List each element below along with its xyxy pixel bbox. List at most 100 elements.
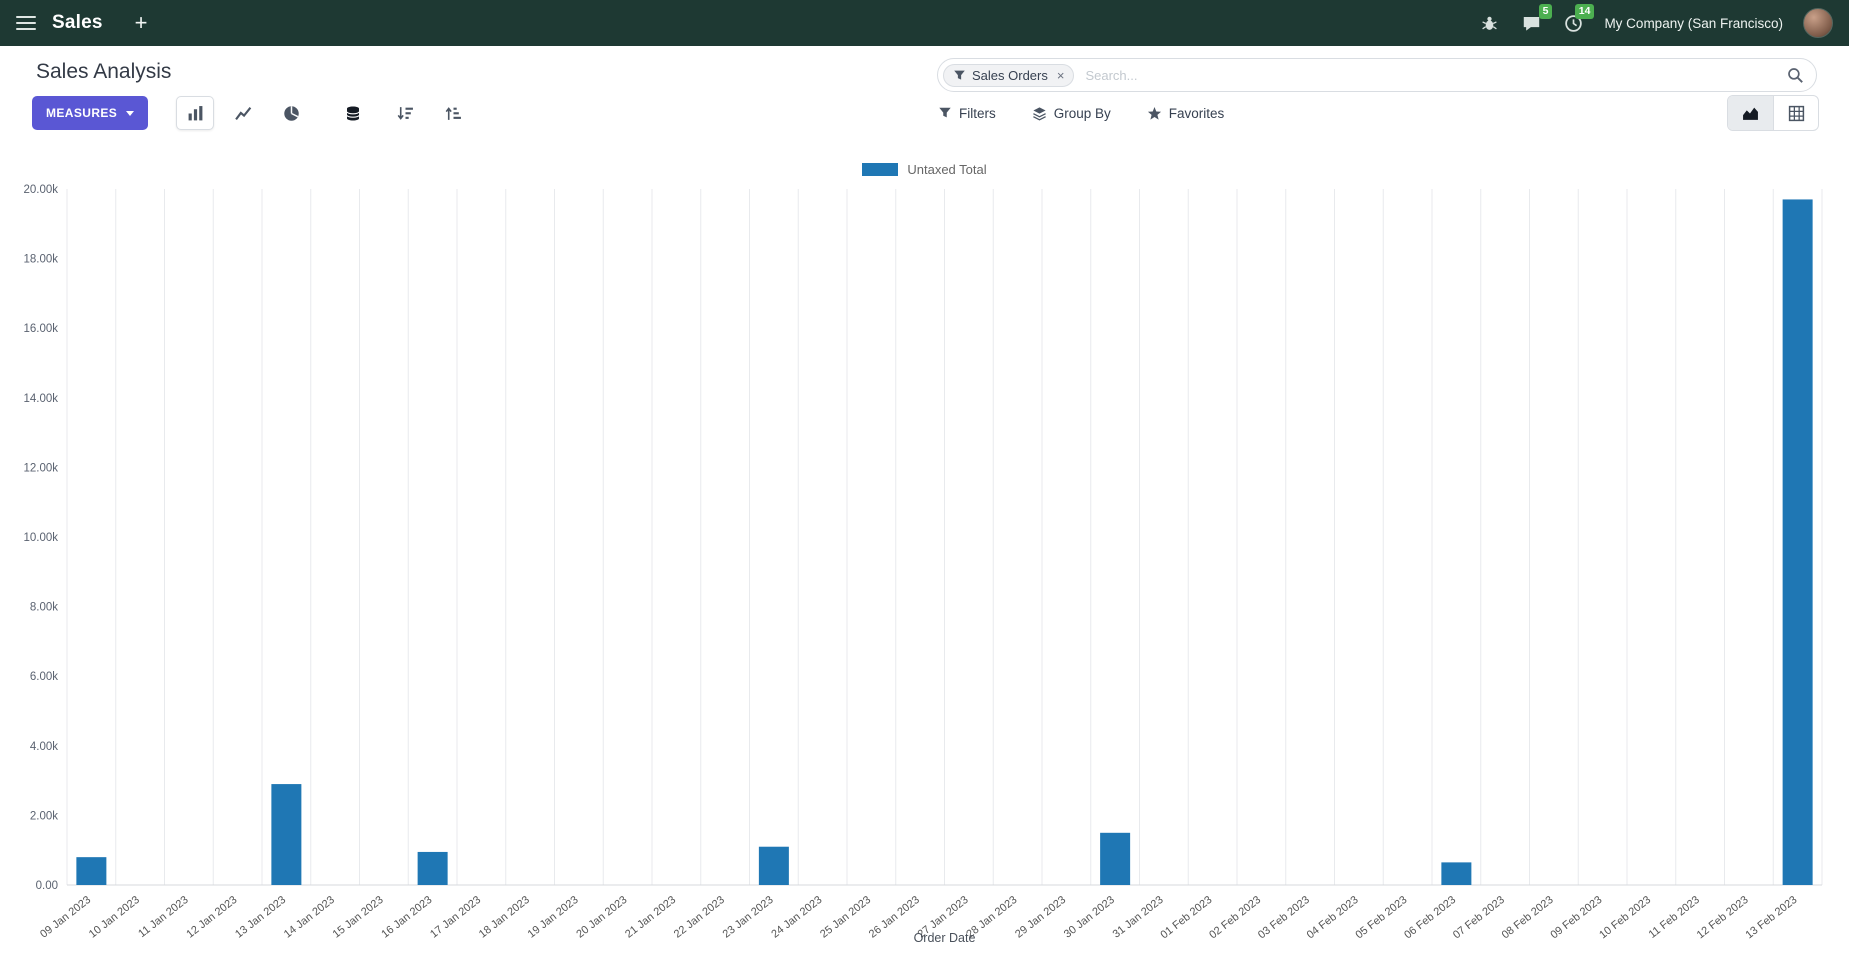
svg-text:0.00: 0.00 — [36, 880, 58, 892]
svg-text:18 Jan 2023: 18 Jan 2023 — [477, 894, 532, 941]
chart-type-group — [176, 96, 310, 130]
area-chart-icon — [1743, 107, 1758, 120]
sort-group — [386, 96, 472, 130]
page-title: Sales Analysis — [36, 60, 172, 83]
stacked-toggle-button[interactable] — [334, 96, 372, 130]
svg-text:8.00k: 8.00k — [30, 602, 58, 614]
svg-text:16 Jan 2023: 16 Jan 2023 — [379, 894, 434, 941]
svg-text:23 Jan 2023: 23 Jan 2023 — [721, 894, 776, 941]
view-switcher — [1727, 95, 1819, 131]
legend-swatch — [862, 163, 899, 176]
svg-text:10 Jan 2023: 10 Jan 2023 — [87, 894, 142, 941]
group-by-button[interactable]: Group By — [1032, 106, 1111, 121]
search-icon[interactable] — [1787, 67, 1804, 84]
pivot-view-button[interactable] — [1773, 96, 1818, 130]
activities-button[interactable]: 14 — [1562, 4, 1595, 34]
svg-text:03 Feb 2023: 03 Feb 2023 — [1256, 894, 1312, 941]
svg-text:11 Feb 2023: 11 Feb 2023 — [1647, 894, 1702, 941]
svg-text:4.00k: 4.00k — [30, 741, 58, 753]
search-facet-sales-orders[interactable]: Sales Orders × — [943, 63, 1075, 87]
svg-text:22 Jan 2023: 22 Jan 2023 — [672, 894, 727, 941]
sales-analysis-bar-chart[interactable]: 0.00 2.00k 4.00k 6.00k 8.00k 10.00k 12.00k 14.0… — [0, 150, 1849, 958]
facet-remove-button[interactable]: × — [1056, 67, 1065, 83]
svg-text:06 Feb 2023: 06 Feb 2023 — [1402, 894, 1458, 941]
svg-text:07 Feb 2023: 07 Feb 2023 — [1451, 894, 1507, 941]
funnel-icon — [938, 106, 952, 120]
filters-button[interactable]: Filters — [938, 106, 996, 121]
debug-bug-icon[interactable] — [1478, 12, 1500, 34]
svg-text:20.00k: 20.00k — [23, 184, 58, 196]
systray: 5 14 My Company (San Francisco) — [1478, 4, 1833, 38]
svg-text:09 Feb 2023: 09 Feb 2023 — [1548, 894, 1604, 941]
svg-text:24 Jan 2023: 24 Jan 2023 — [769, 894, 824, 941]
user-avatar[interactable] — [1803, 8, 1833, 38]
database-icon — [346, 106, 360, 120]
quick-create-button[interactable]: + — [134, 10, 148, 35]
legend-label: Untaxed Total — [907, 162, 987, 177]
svg-text:Order Date: Order Date — [914, 931, 976, 945]
svg-text:30 Jan 2023: 30 Jan 2023 — [1062, 894, 1117, 941]
svg-text:31 Jan 2023: 31 Jan 2023 — [1111, 894, 1166, 941]
messages-button[interactable]: 5 — [1520, 4, 1553, 34]
sort-ascending-icon — [445, 106, 461, 120]
app-title[interactable]: Sales — [52, 12, 103, 33]
facet-label: Sales Orders — [972, 67, 1048, 83]
chart-legend[interactable]: Untaxed Total — [0, 162, 1849, 177]
bar-chart-icon — [188, 105, 203, 120]
svg-text:18.00k: 18.00k — [23, 254, 58, 266]
svg-text:05 Feb 2023: 05 Feb 2023 — [1353, 894, 1409, 941]
svg-text:13 Jan 2023: 13 Jan 2023 — [233, 894, 288, 941]
svg-text:14 Jan 2023: 14 Jan 2023 — [282, 894, 337, 941]
svg-text:08 Feb 2023: 08 Feb 2023 — [1500, 894, 1556, 941]
bar-chart-button[interactable] — [176, 96, 215, 130]
top-navbar: Sales + 5 14 My Company (San Francisco) — [0, 0, 1849, 46]
caret-down-icon — [126, 110, 135, 116]
search-bar[interactable]: Sales Orders × — [937, 58, 1817, 92]
layers-icon — [1032, 106, 1047, 121]
svg-text:09 Jan 2023: 09 Jan 2023 — [38, 894, 93, 941]
group-by-label: Group By — [1053, 105, 1111, 121]
svg-text:21 Jan 2023: 21 Jan 2023 — [623, 894, 678, 941]
chat-icon — [1523, 16, 1540, 31]
control-panel-toolbar: MEASURES Filters — [32, 94, 1819, 132]
search-input[interactable] — [1083, 66, 1787, 84]
search-options: Filters Group By Favorites — [938, 106, 1224, 121]
sort-ascending-button[interactable] — [434, 96, 472, 130]
svg-text:12.00k: 12.00k — [23, 462, 58, 474]
svg-text:10 Feb 2023: 10 Feb 2023 — [1597, 894, 1653, 941]
svg-text:6.00k: 6.00k — [30, 671, 58, 683]
pie-chart-button[interactable] — [272, 96, 310, 130]
svg-text:16.00k: 16.00k — [23, 323, 58, 335]
svg-text:02 Feb 2023: 02 Feb 2023 — [1207, 894, 1263, 941]
svg-text:04 Feb 2023: 04 Feb 2023 — [1305, 894, 1361, 941]
funnel-icon — [954, 70, 965, 80]
measures-label: MEASURES — [46, 106, 118, 120]
svg-text:12 Jan 2023: 12 Jan 2023 — [184, 894, 239, 941]
favorites-button[interactable]: Favorites — [1147, 105, 1225, 121]
svg-text:2.00k: 2.00k — [30, 810, 58, 822]
stack-group — [334, 96, 372, 130]
svg-text:10.00k: 10.00k — [23, 532, 58, 544]
svg-text:25 Jan 2023: 25 Jan 2023 — [818, 894, 873, 941]
clock-icon — [1565, 14, 1582, 32]
apps-menu-icon[interactable] — [16, 16, 36, 30]
sort-descending-icon — [397, 106, 413, 120]
svg-text:15 Jan 2023: 15 Jan 2023 — [331, 894, 386, 941]
sort-descending-button[interactable] — [386, 96, 424, 130]
line-chart-button[interactable] — [224, 96, 262, 130]
svg-text:14.00k: 14.00k — [23, 393, 58, 405]
messages-badge: 5 — [1538, 4, 1553, 19]
star-icon — [1147, 106, 1162, 121]
pie-chart-icon — [283, 105, 299, 121]
svg-text:17 Jan 2023: 17 Jan 2023 — [428, 894, 483, 941]
company-selector[interactable]: My Company (San Francisco) — [1604, 15, 1783, 31]
svg-text:13 Feb 2023: 13 Feb 2023 — [1743, 894, 1799, 941]
svg-text:11 Jan 2023: 11 Jan 2023 — [136, 894, 190, 940]
filters-label: Filters — [959, 105, 996, 121]
graph-view-button[interactable] — [1728, 96, 1773, 130]
measures-button[interactable]: MEASURES — [32, 96, 149, 130]
activities-badge: 14 — [1574, 4, 1595, 19]
svg-text:19 Jan 2023: 19 Jan 2023 — [526, 894, 581, 941]
favorites-label: Favorites — [1168, 105, 1225, 121]
svg-text:20 Jan 2023: 20 Jan 2023 — [574, 894, 629, 941]
